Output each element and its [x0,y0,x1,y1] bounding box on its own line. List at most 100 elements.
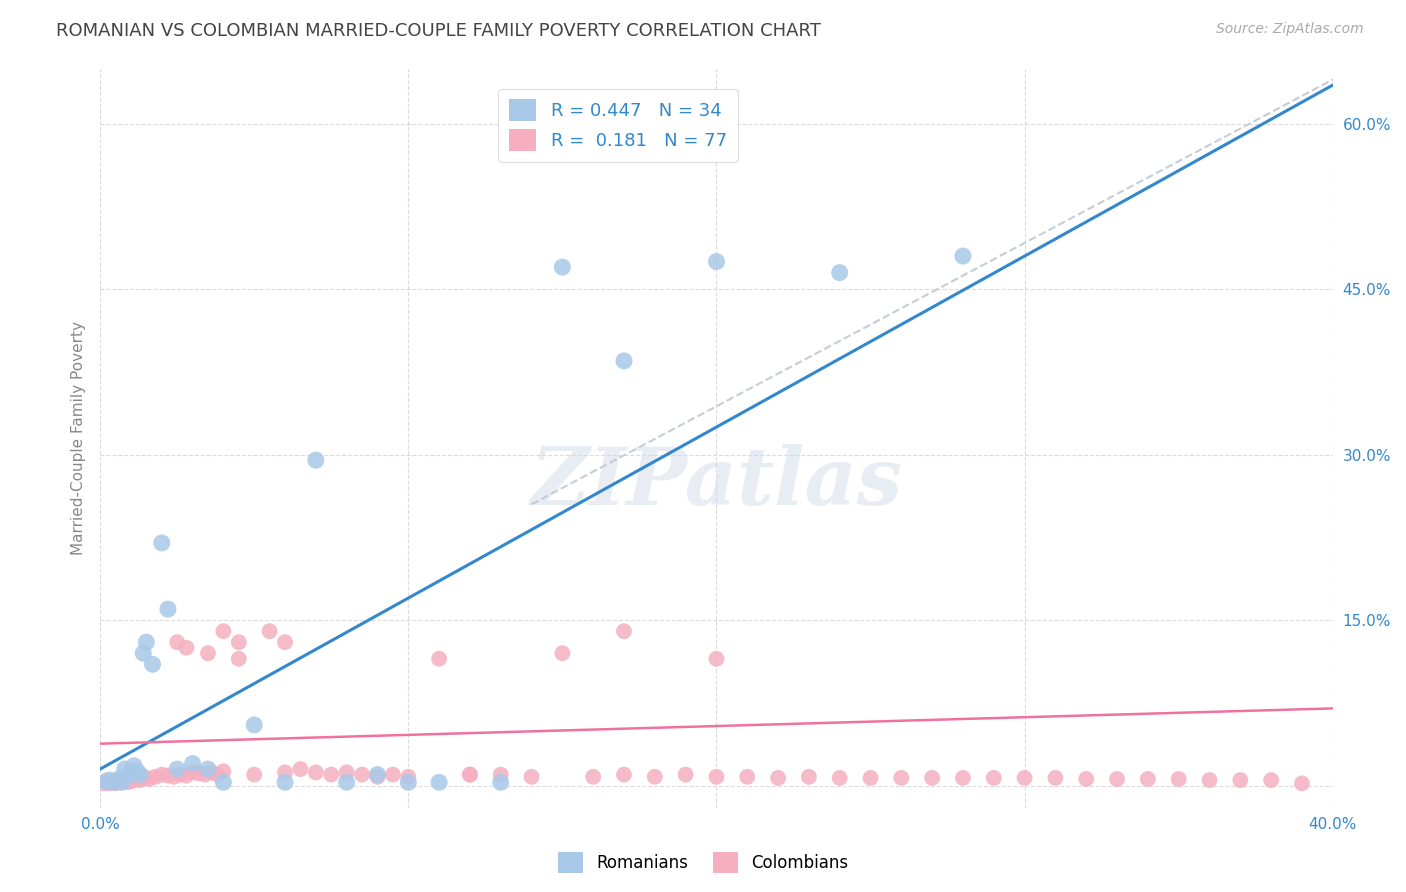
Point [952,249,974,263]
Point [613,624,636,639]
Point [520,770,543,784]
Point [197,762,219,776]
Point [1229,773,1251,788]
Point [551,646,574,660]
Point [104,774,127,789]
Point [176,769,198,783]
Point [336,775,359,789]
Point [259,624,281,639]
Point [181,756,204,771]
Point [207,767,229,781]
Point [138,772,160,786]
Point [212,624,235,639]
Point [352,767,374,781]
Point [150,536,173,550]
Point [122,758,145,772]
Point [181,765,204,780]
Point [114,773,136,788]
Point [644,770,666,784]
Point [101,775,124,789]
Point [132,646,155,660]
Point [212,775,235,789]
Point [458,767,481,781]
Point [797,770,820,784]
Point [952,771,974,785]
Point [427,652,450,666]
Point [274,635,297,649]
Point [828,266,851,280]
Point [766,771,789,785]
Point [489,775,512,789]
Point [200,765,222,780]
Point [176,640,198,655]
Point [706,652,728,666]
Point [305,765,328,780]
Point [120,774,142,789]
Point [243,767,266,781]
Legend: R = 0.447   N = 34, R =  0.181   N = 77: R = 0.447 N = 34, R = 0.181 N = 77 [498,88,738,161]
Point [336,765,359,780]
Point [101,775,124,789]
Point [135,771,157,785]
Point [396,770,419,784]
Point [127,764,149,779]
Point [111,775,134,789]
Point [1105,772,1128,786]
Point [305,453,328,467]
Point [396,775,419,789]
Point [859,771,882,785]
Point [921,771,943,785]
Point [706,254,728,268]
Point [117,770,139,784]
Point [156,602,179,616]
Point [150,767,173,781]
Point [290,762,312,776]
Point [551,260,574,274]
Point [212,764,235,779]
Point [427,775,450,789]
Point [243,718,266,732]
Point [91,776,114,790]
Text: ZIPatlas: ZIPatlas [530,443,903,521]
Point [675,767,697,781]
Point [366,767,388,781]
Point [735,770,758,784]
Point [321,767,343,781]
Point [107,772,129,786]
Point [458,767,481,781]
Point [98,773,121,788]
Y-axis label: Married-Couple Family Poverty: Married-Couple Family Poverty [72,321,86,555]
Point [274,765,297,780]
Point [489,767,512,781]
Point [114,762,136,776]
Point [366,770,388,784]
Point [1260,773,1282,788]
Point [129,767,152,781]
Point [228,635,250,649]
Point [166,635,188,649]
Point [706,770,728,784]
Point [127,772,149,786]
Point [145,770,167,784]
Point [890,771,912,785]
Point [197,646,219,660]
Point [613,354,636,368]
Point [582,770,605,784]
Legend: Romanians, Colombians: Romanians, Colombians [551,846,855,880]
Point [1198,773,1220,788]
Point [187,766,209,780]
Point [163,770,186,784]
Point [156,769,179,783]
Point [166,762,188,776]
Point [129,773,152,788]
Point [96,775,118,789]
Point [1076,772,1098,786]
Point [381,767,404,781]
Point [141,657,163,672]
Point [194,767,217,781]
Point [1014,771,1036,785]
Point [1167,772,1189,786]
Point [274,775,297,789]
Point [117,775,139,789]
Text: Source: ZipAtlas.com: Source: ZipAtlas.com [1216,22,1364,37]
